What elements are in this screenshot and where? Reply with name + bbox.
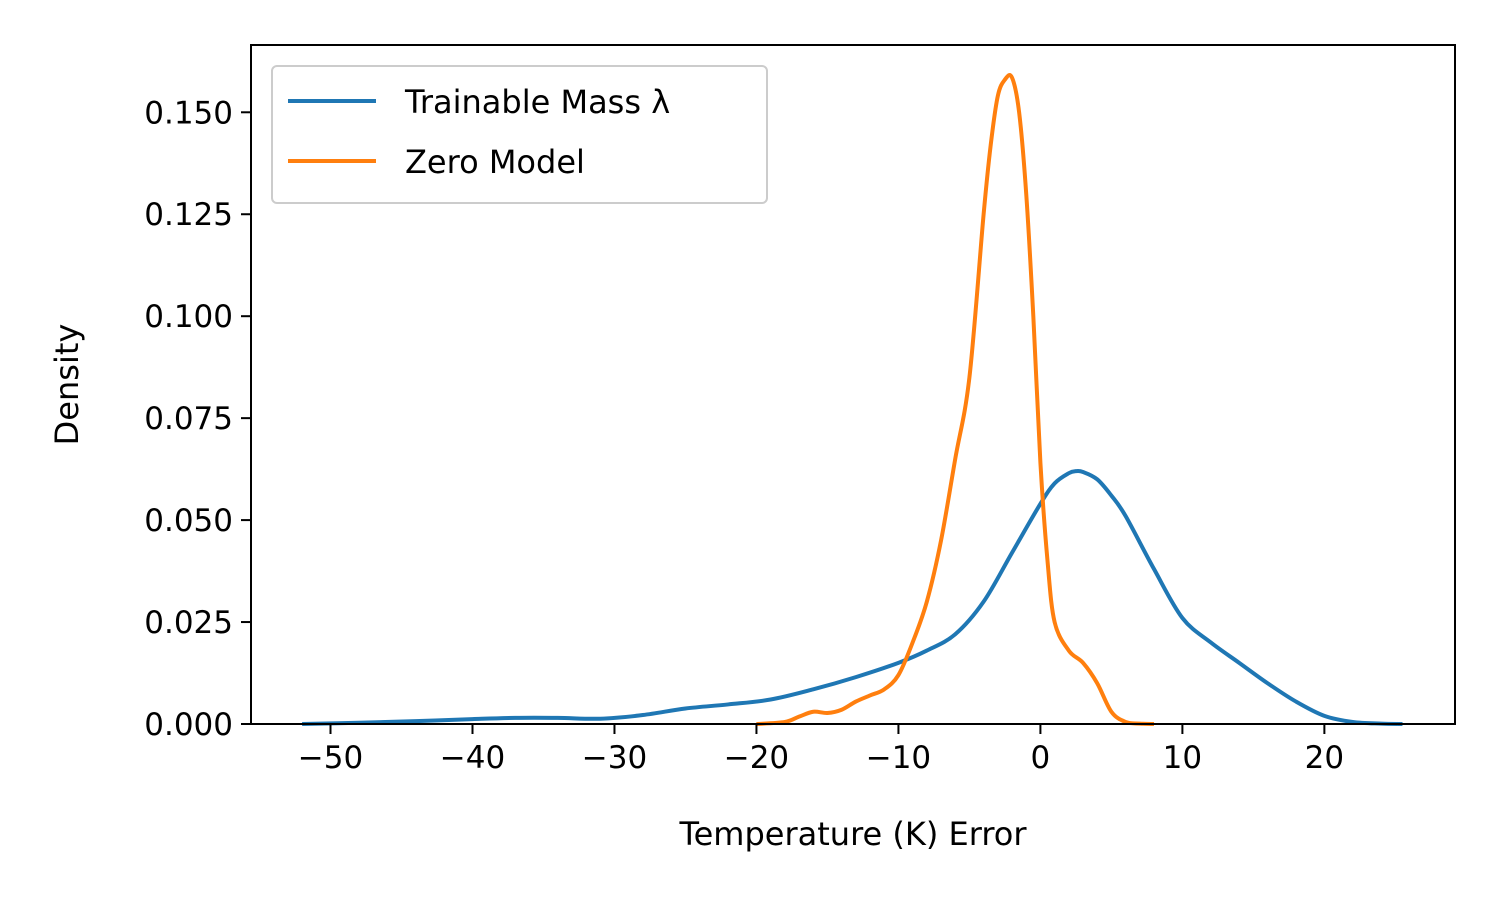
x-tick-label: −20	[724, 740, 789, 776]
x-tick-label: −10	[866, 740, 931, 776]
y-tick-label: 0.125	[144, 197, 233, 233]
x-tick-label: 0	[1031, 740, 1051, 776]
x-tick-label: 10	[1163, 740, 1202, 776]
x-tick-label: 20	[1305, 740, 1344, 776]
y-axis-label: Density	[48, 324, 86, 446]
plot-area	[302, 73, 1403, 726]
x-tick-label: −40	[440, 740, 505, 776]
legend: Trainable Mass λ Zero Model	[271, 65, 768, 204]
x-tick-label: −50	[298, 740, 363, 776]
legend-label-trainable-mass: Trainable Mass λ	[404, 83, 670, 121]
x-tick-label: −30	[582, 740, 647, 776]
x-axis-label: Temperature (K) Error	[679, 815, 1028, 853]
tick-group: −50 −40 −30 −20 −10 0 10 20 0.000 0.025 0.050 0.075…	[144, 95, 1344, 776]
series-line-trainable-mass	[302, 468, 1403, 726]
legend-box	[271, 65, 768, 204]
y-tick-label: 0.075	[144, 401, 233, 437]
y-tick-label: 0.000	[144, 707, 233, 743]
y-tick-label: 0.100	[144, 299, 233, 335]
y-tick-label: 0.050	[144, 503, 233, 539]
y-tick-label: 0.025	[144, 605, 233, 641]
axes-frame	[250, 44, 1456, 725]
series-line-zero-model	[756, 73, 1155, 726]
y-tick-label: 0.150	[144, 95, 233, 131]
legend-label-zero-model: Zero Model	[405, 143, 585, 181]
